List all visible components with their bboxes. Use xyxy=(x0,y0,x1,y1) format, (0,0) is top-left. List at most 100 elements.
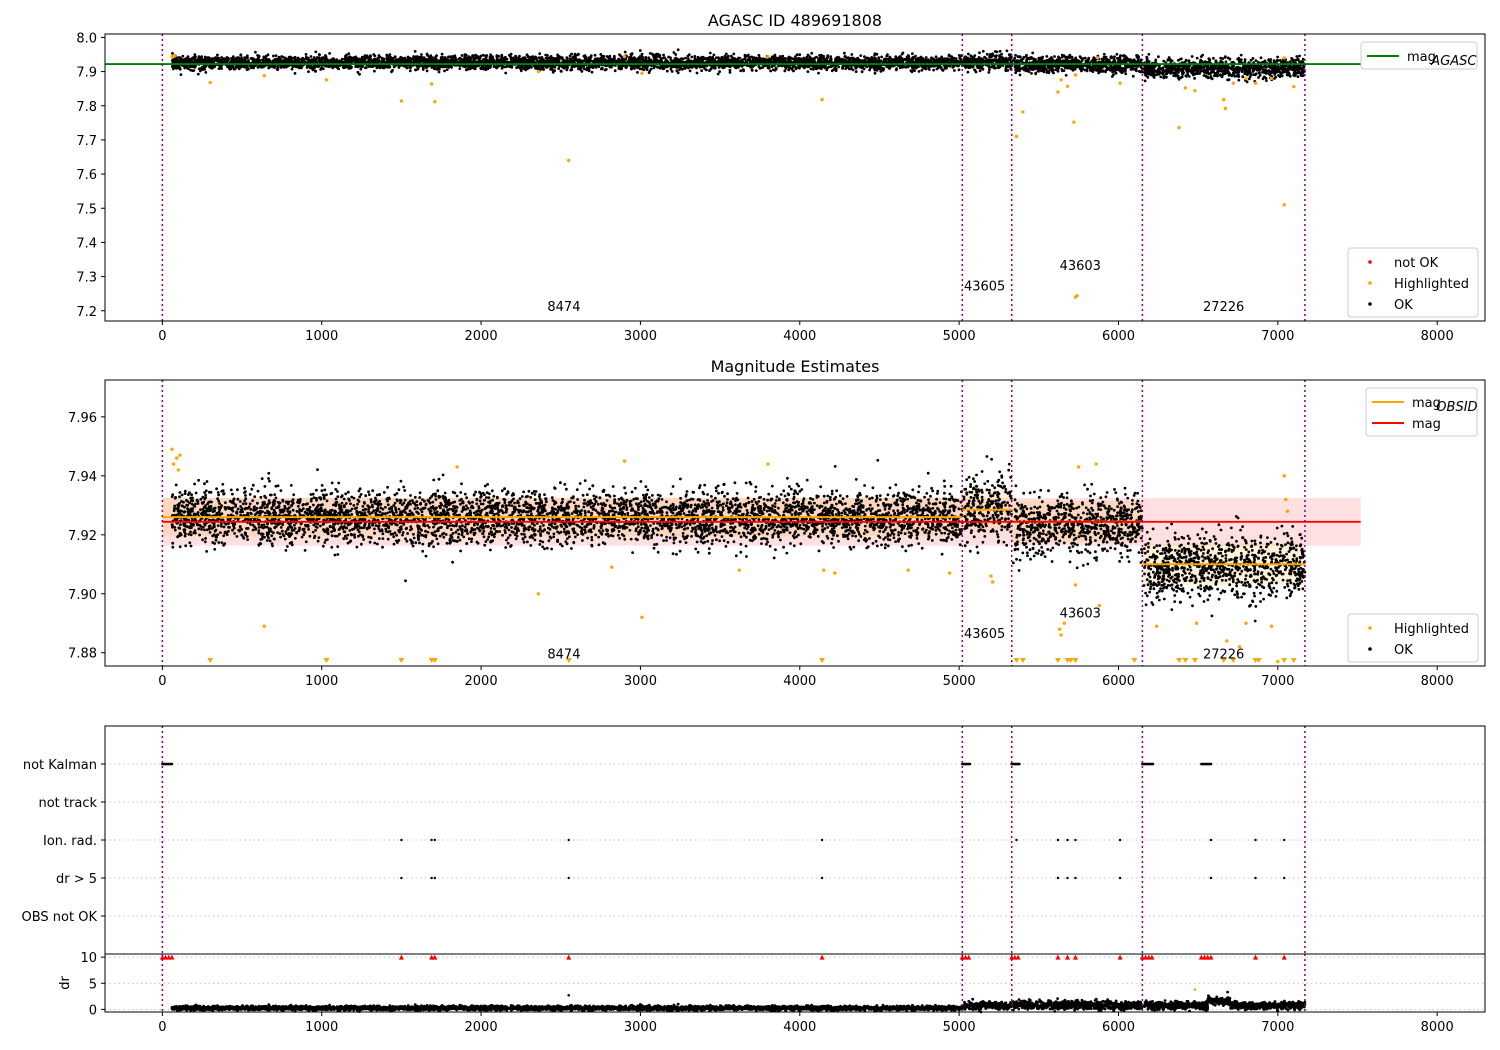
ok-point xyxy=(443,69,446,73)
ok-point xyxy=(862,67,866,71)
ok-point xyxy=(553,69,556,73)
ok-point xyxy=(757,53,761,57)
ok-point xyxy=(917,65,920,68)
ok-point xyxy=(299,60,303,64)
ok-point xyxy=(953,69,956,72)
ok-point xyxy=(553,65,557,69)
ok-point xyxy=(994,58,998,62)
ok-point xyxy=(636,60,640,63)
ok-point xyxy=(946,60,949,64)
ok-point xyxy=(345,57,349,61)
ok-point xyxy=(863,55,866,59)
ok-point xyxy=(625,65,629,68)
ok-point xyxy=(361,56,365,59)
ok-point xyxy=(783,59,786,63)
ok-point xyxy=(640,52,644,56)
ok-point xyxy=(678,68,681,71)
ok-point xyxy=(940,55,944,59)
ok-point xyxy=(353,60,357,63)
ok-point xyxy=(582,67,586,71)
ok-point xyxy=(704,57,707,60)
ok-point xyxy=(728,71,732,74)
ok-point xyxy=(819,67,823,71)
ok-point xyxy=(907,64,911,68)
ok-point xyxy=(505,65,508,68)
ok-point xyxy=(222,57,225,61)
ok-point xyxy=(917,70,921,73)
ok-point xyxy=(662,53,665,57)
ok-point xyxy=(425,69,429,73)
ok-point xyxy=(638,55,642,58)
ok-point xyxy=(577,59,580,62)
ok-point xyxy=(759,60,762,64)
ok-point xyxy=(675,66,679,69)
ok-point xyxy=(837,65,841,69)
ok-point xyxy=(603,60,607,64)
ok-point xyxy=(648,52,652,55)
ok-point xyxy=(216,53,219,57)
ok-point xyxy=(927,66,931,70)
ok-point xyxy=(397,66,401,69)
ok-point xyxy=(509,52,513,56)
ok-point xyxy=(728,58,731,62)
ok-point xyxy=(458,67,462,70)
ok-point xyxy=(317,56,321,60)
ok-point xyxy=(364,66,368,70)
ok-point xyxy=(373,69,376,73)
ok-point xyxy=(657,59,660,63)
ok-point xyxy=(204,71,208,74)
ok-point xyxy=(834,67,838,71)
ok-point xyxy=(823,59,827,62)
ok-point xyxy=(718,70,721,73)
ok-point xyxy=(287,58,291,62)
ok-point xyxy=(886,65,890,69)
ok-point xyxy=(321,67,325,71)
ok-point xyxy=(752,59,756,63)
ok-point xyxy=(388,53,392,56)
ok-point xyxy=(561,60,565,64)
ok-point xyxy=(514,60,518,64)
ok-point xyxy=(969,58,973,61)
ok-point xyxy=(200,55,204,59)
ok-point xyxy=(372,53,376,56)
ok-point xyxy=(519,69,523,73)
ok-point xyxy=(711,55,714,59)
ok-point xyxy=(193,55,196,59)
ok-point xyxy=(713,66,717,69)
ok-point xyxy=(534,55,537,59)
ok-point xyxy=(326,65,330,68)
ok-point xyxy=(954,57,958,60)
ok-point xyxy=(777,56,780,60)
ok-point xyxy=(993,54,997,58)
ok-point xyxy=(275,67,279,71)
ok-point xyxy=(406,55,410,59)
ok-point xyxy=(557,67,561,70)
ok-point xyxy=(617,64,621,68)
ok-point xyxy=(580,60,584,64)
ok-point xyxy=(172,65,176,69)
ok-point xyxy=(786,57,789,60)
ok-point xyxy=(792,69,795,73)
ok-point xyxy=(1009,55,1013,59)
ok-point xyxy=(501,57,505,61)
ok-point xyxy=(179,73,183,76)
ok-point xyxy=(688,60,691,63)
ok-point xyxy=(283,56,287,60)
ok-point xyxy=(413,50,417,53)
ok-point xyxy=(458,56,462,60)
ok-point xyxy=(363,60,367,64)
ok-point xyxy=(463,58,467,62)
ok-point xyxy=(752,56,756,59)
ok-point xyxy=(587,69,591,73)
ok-point xyxy=(773,58,776,61)
ok-point xyxy=(525,53,529,57)
ok-point xyxy=(748,59,752,63)
ok-point xyxy=(854,70,858,73)
ok-point xyxy=(181,54,185,58)
ok-point xyxy=(593,53,597,57)
ok-point xyxy=(937,58,941,61)
ok-point xyxy=(651,52,654,56)
ok-point xyxy=(369,54,372,57)
ok-point xyxy=(583,54,587,58)
ok-point xyxy=(743,57,746,61)
